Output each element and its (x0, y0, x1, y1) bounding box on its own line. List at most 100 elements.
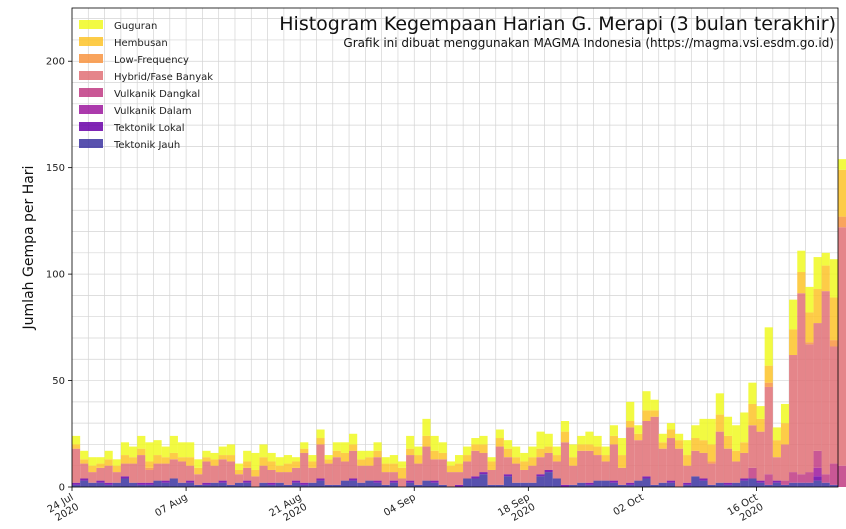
bar-segment (397, 478, 407, 487)
bar-segment (446, 461, 455, 466)
bar-segment (406, 448, 415, 456)
bar-segment (813, 450, 822, 468)
bar-segment (177, 442, 187, 458)
bar-segment (112, 482, 121, 487)
bar-segment (829, 297, 838, 341)
bar-segment (560, 431, 570, 443)
legend-swatch (79, 88, 103, 97)
x-tick-label: 07 Aug (153, 492, 189, 519)
bar-segment (275, 465, 284, 473)
bar-segment (520, 452, 529, 462)
bar-segment (275, 457, 284, 466)
x-tick-label: 02 Oct (612, 492, 646, 518)
bar-segment (789, 482, 798, 487)
bar-segment (479, 472, 488, 475)
bar-segment (821, 265, 830, 292)
bar-segment (740, 452, 749, 479)
bar-segment (829, 259, 838, 298)
bar-segment (715, 393, 724, 415)
bar-segment (80, 480, 89, 487)
bar-segment (838, 169, 846, 217)
bar-segment (683, 465, 692, 483)
bar-segment (96, 457, 105, 464)
bar-segment (357, 465, 366, 483)
bar-segment (186, 480, 195, 483)
bar-segment (137, 435, 146, 449)
bar-segment (471, 444, 480, 451)
bar-segment (153, 480, 162, 487)
bar-segment (292, 461, 301, 468)
legend-label: Vulkanik Dangkal (114, 89, 200, 100)
bar-segment (308, 467, 317, 483)
bar-segment (332, 484, 341, 487)
legend-swatch (79, 54, 103, 63)
bar-segment (756, 431, 765, 481)
bar-segment (406, 482, 415, 487)
bar-segment (617, 438, 627, 456)
y-axis-ticks: 0 50 100 150 200 (46, 57, 72, 494)
bar-segment (626, 482, 635, 485)
bar-segment (316, 478, 325, 481)
bar-segment (536, 476, 545, 487)
bar-segment (414, 446, 423, 456)
bar-segment (145, 442, 154, 462)
bar-segment (520, 482, 529, 487)
bar-segment (308, 455, 317, 462)
bar-segment (292, 467, 301, 481)
bar-segment (748, 403, 757, 426)
bar-segment (495, 429, 504, 439)
bar-segment (797, 474, 806, 483)
bar-segment (120, 442, 130, 456)
bar-segment (838, 159, 846, 170)
chart-subtitle: Grafik ini dibuat menggunakan MAGMA Indo… (343, 36, 834, 50)
bar-segment (503, 457, 513, 475)
bar-segment (137, 484, 146, 487)
y-tick-label: 200 (46, 57, 65, 68)
bar-segment (544, 433, 553, 447)
legend: Guguran Hembusan Low-Frequency Hybrid/Fase … (79, 20, 213, 151)
bar-segment (80, 463, 89, 479)
bar-segment (797, 271, 806, 294)
bar-segment (593, 446, 602, 456)
bar-segment (805, 344, 814, 473)
bar-segment (267, 469, 276, 483)
bar-segment (544, 446, 553, 453)
bar-segment (772, 480, 781, 483)
bar-segment (536, 448, 545, 458)
bar-segment (243, 480, 252, 483)
bar-segment (748, 478, 757, 487)
bar-segment (332, 450, 341, 458)
bar-segment (805, 472, 814, 483)
bar-segment (487, 461, 496, 470)
bar-segment (666, 482, 676, 487)
bar-segment (829, 484, 838, 487)
bar-segment (471, 478, 480, 487)
bar-segment (780, 423, 790, 445)
bar-segment (829, 346, 838, 464)
bar-segment (275, 472, 284, 483)
bar-segment (658, 442, 667, 449)
bar-segment (797, 482, 806, 487)
bar-segment (145, 467, 154, 470)
bar-segment (544, 469, 553, 473)
bar-segment (292, 480, 301, 483)
bar-segment (463, 446, 472, 456)
chart-title: Histogram Kegempaan Harian G. Merapi (3 … (279, 13, 836, 35)
bar-segment (585, 431, 594, 445)
bar-segment (789, 355, 798, 473)
bar-segment (569, 484, 578, 487)
bar-segment (560, 484, 570, 487)
legend-label: Vulkanik Dalam (114, 106, 192, 117)
bar-segment (186, 482, 195, 487)
bar-segment (169, 452, 178, 460)
bar-segment (422, 480, 431, 487)
bar-segment (764, 386, 773, 475)
bar-segment (723, 448, 733, 483)
bar-segment (72, 484, 81, 487)
bar-segment (373, 457, 382, 481)
bar-segment (129, 482, 138, 487)
bar-segment (357, 482, 366, 487)
